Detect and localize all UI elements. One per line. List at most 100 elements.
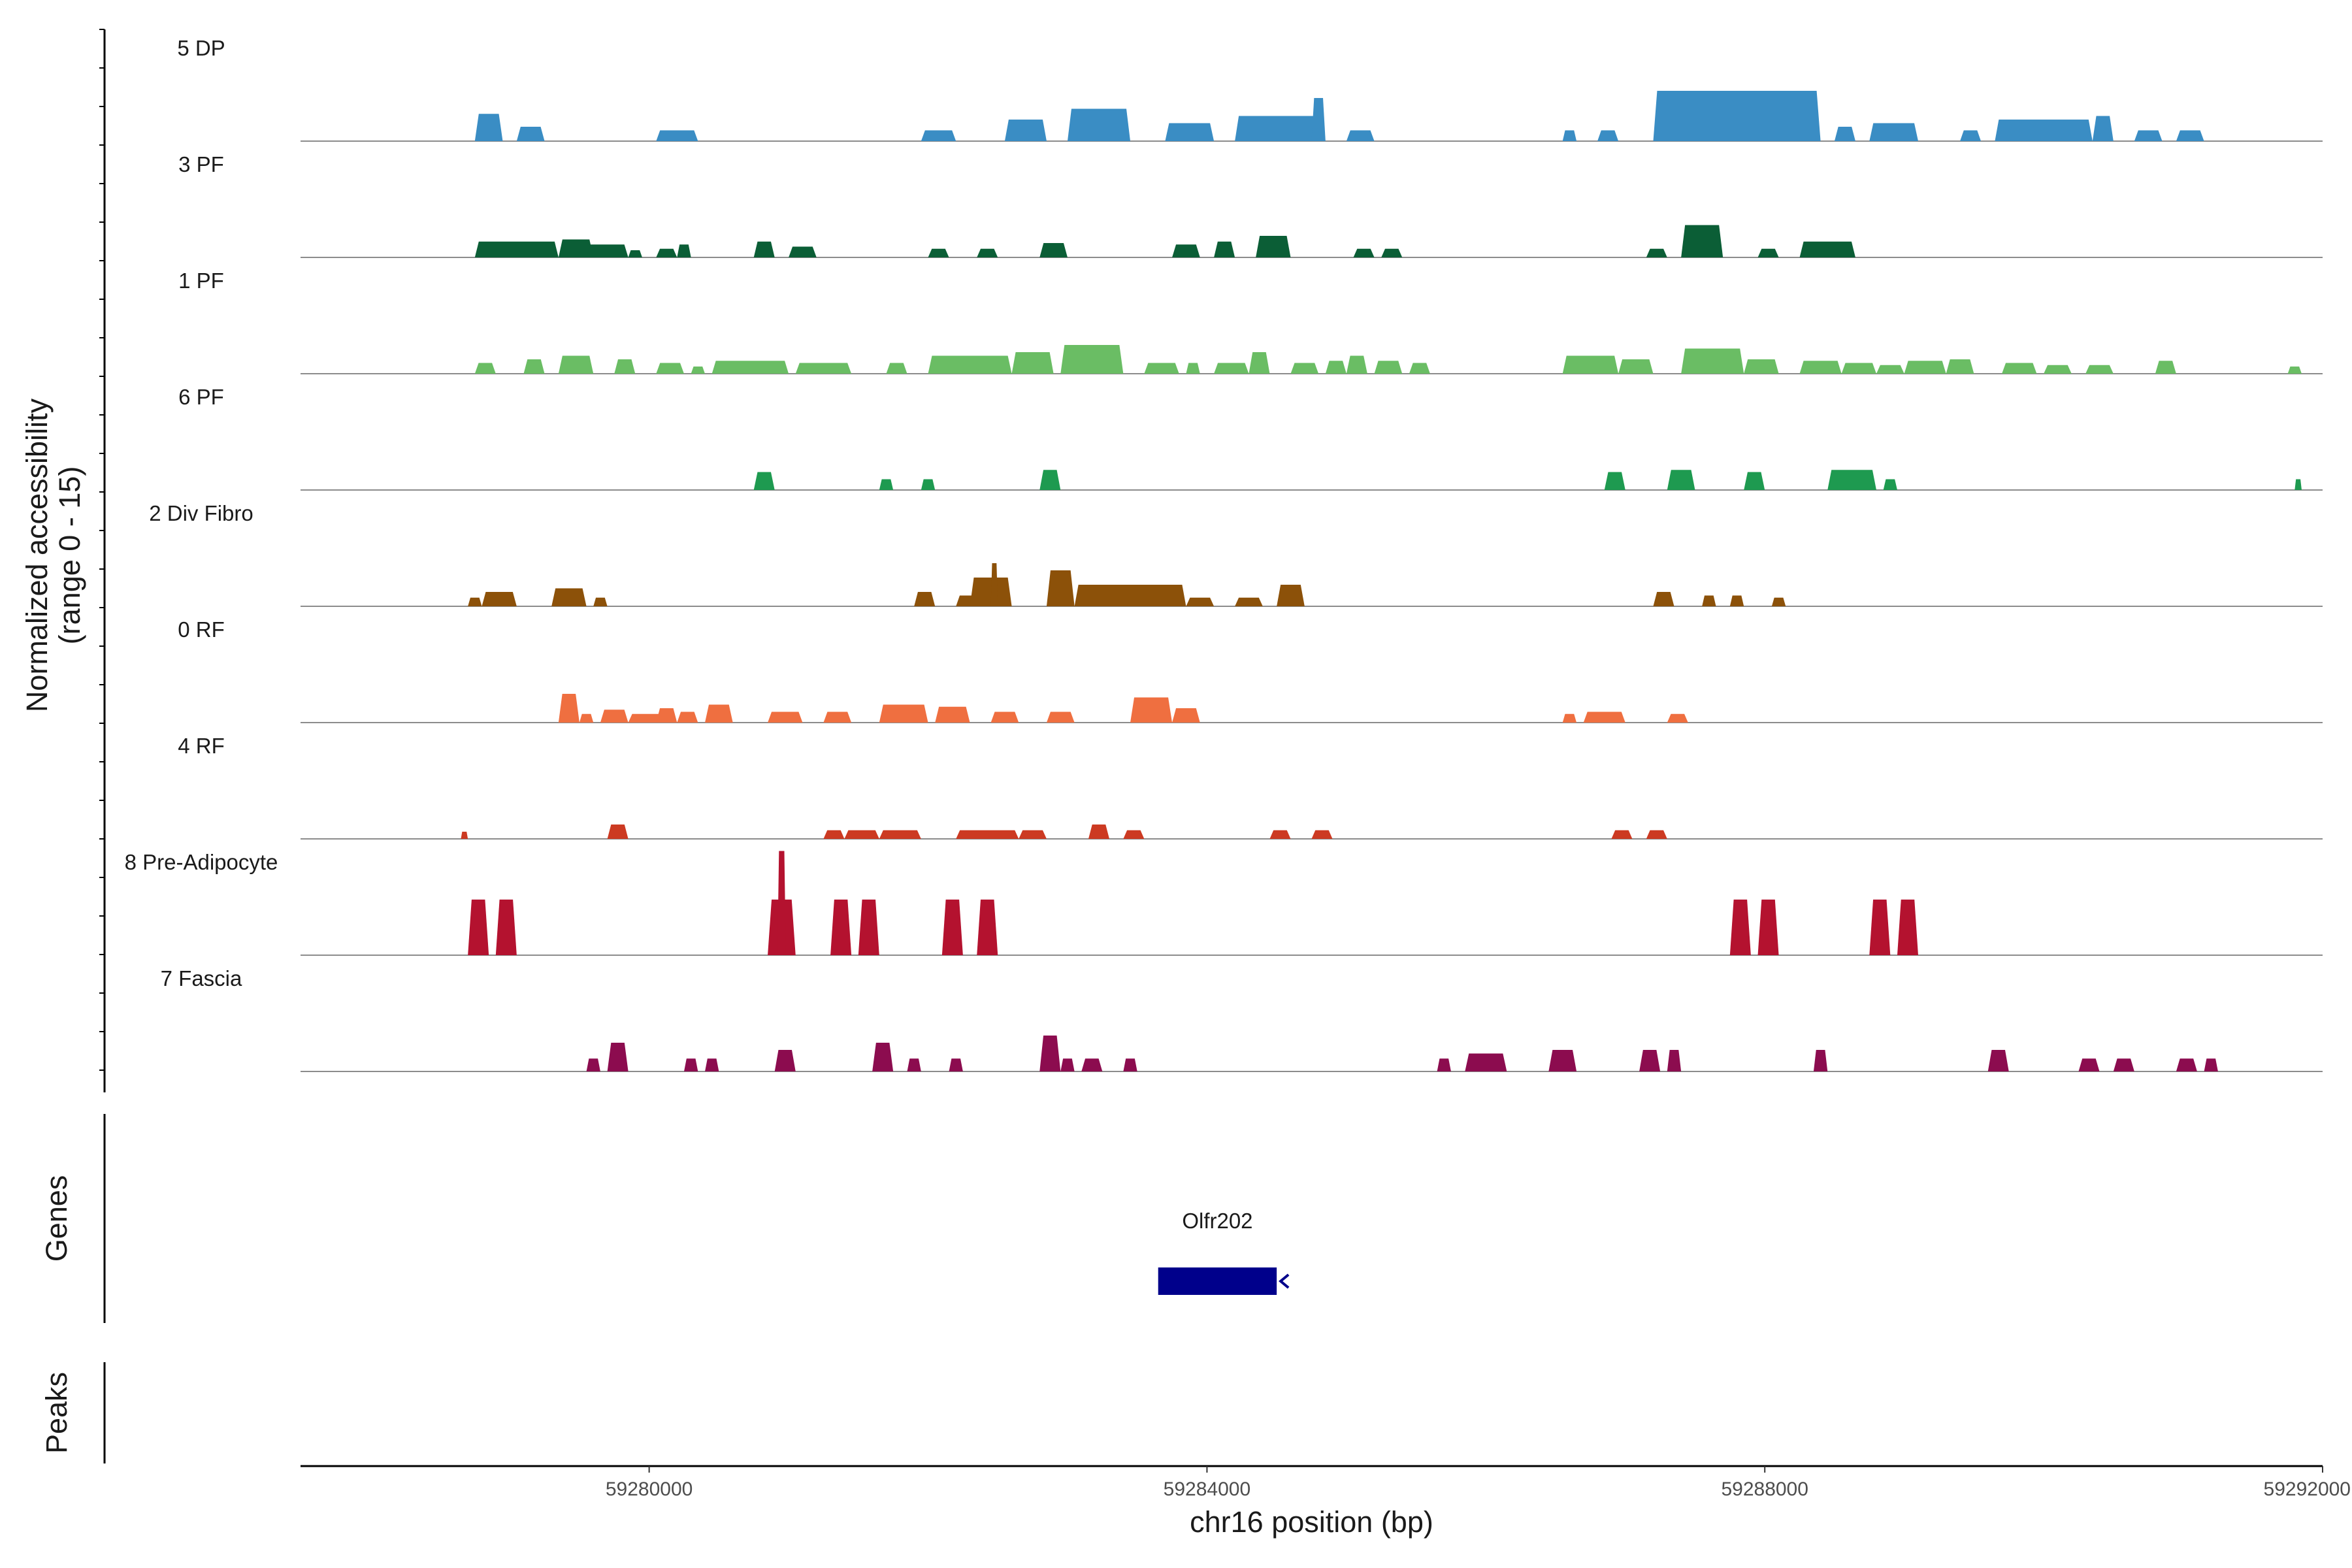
- peak: [656, 708, 678, 723]
- peak: [705, 704, 733, 723]
- peak: [656, 248, 678, 257]
- peak: [1841, 363, 1876, 374]
- peak: [1060, 1058, 1075, 1071]
- peak: [1067, 108, 1131, 141]
- peak: [914, 592, 936, 606]
- peak: [935, 706, 970, 723]
- peak: [1039, 243, 1068, 257]
- peak: [474, 241, 559, 257]
- peak: [844, 830, 879, 839]
- peak: [872, 1043, 894, 1071]
- y-axis-title: Normalized accessibility (range 0 - 15): [20, 398, 86, 712]
- peak: [586, 244, 629, 257]
- peak: [2113, 1058, 2134, 1071]
- peak: [2287, 367, 2302, 374]
- peak: [1729, 595, 1744, 606]
- peak: [1869, 123, 1918, 141]
- peak: [886, 363, 907, 374]
- peak: [1046, 711, 1075, 723]
- peak: [1186, 363, 1200, 374]
- y-axis-title-line: Normalized accessibility: [20, 398, 54, 712]
- peak: [1611, 830, 1633, 839]
- peak: [1235, 597, 1263, 606]
- peak: [789, 246, 817, 257]
- peak: [823, 830, 845, 839]
- peak: [593, 597, 608, 606]
- peak: [879, 830, 921, 839]
- y-axis-title-line: (range 0 - 15): [53, 466, 86, 645]
- track-label: 5 DP: [177, 36, 225, 60]
- peak: [1639, 1050, 1661, 1071]
- peak: [523, 359, 545, 374]
- peak: [1088, 825, 1109, 839]
- track-label: 8 Pre-Adipocyte: [125, 850, 278, 874]
- peak: [1165, 123, 1215, 141]
- peak: [1123, 1058, 1137, 1071]
- peak: [1311, 830, 1333, 839]
- peak: [1374, 361, 1403, 374]
- track-0-rf: 0 RF: [178, 617, 2323, 723]
- peak: [921, 479, 936, 490]
- strand-arrow: [1279, 1273, 1290, 1289]
- track-label: 7 Fascia: [161, 966, 242, 990]
- peak: [656, 130, 698, 141]
- peak: [921, 130, 956, 141]
- peak: [1409, 363, 1430, 374]
- peak: [628, 250, 642, 257]
- track-label: 6 PF: [178, 385, 224, 409]
- peak: [1004, 120, 1047, 141]
- peak: [1562, 130, 1577, 141]
- peak: [1681, 225, 1723, 257]
- peak: [1214, 363, 1249, 374]
- peak: [1353, 248, 1375, 257]
- peak: [977, 899, 998, 955]
- peak: [656, 363, 684, 374]
- peak: [1583, 711, 1625, 723]
- peak: [1827, 470, 1876, 490]
- peak: [1771, 597, 1786, 606]
- peak: [677, 711, 698, 723]
- peak: [1381, 248, 1403, 257]
- peak: [607, 1043, 629, 1071]
- peak: [482, 592, 517, 606]
- peak: [468, 899, 489, 955]
- peak: [2176, 130, 2204, 141]
- peak: [677, 244, 691, 257]
- peak: [1646, 830, 1667, 839]
- peak: [2044, 365, 2072, 374]
- peak: [1744, 359, 1779, 374]
- peak: [1597, 130, 1619, 141]
- peak: [1562, 355, 1619, 374]
- peak: [1235, 116, 1319, 141]
- peak: [558, 239, 594, 257]
- peak: [1311, 98, 1326, 141]
- peak: [558, 355, 594, 374]
- peak: [1876, 365, 1904, 374]
- peak: [474, 363, 496, 374]
- x-tick-label: 59288000: [1721, 1478, 1808, 1500]
- track-label: 3 PF: [178, 152, 224, 176]
- peak: [879, 704, 928, 723]
- peak: [1019, 830, 1047, 839]
- genes-panel-title: Genes: [40, 1175, 73, 1262]
- peak: [1011, 352, 1054, 374]
- peak: [1799, 361, 1842, 374]
- peak: [970, 578, 1012, 606]
- peak: [2155, 361, 2176, 374]
- peak: [1681, 348, 1744, 374]
- track-8-pre-adipocyte: 8 Pre-Adipocyte: [125, 850, 2323, 956]
- peak: [1277, 585, 1305, 606]
- peak: [1883, 479, 1897, 490]
- peak: [1904, 361, 1946, 374]
- peak: [1249, 352, 1270, 374]
- peak: [468, 597, 482, 606]
- peak: [1653, 91, 1821, 141]
- peak: [1437, 1058, 1451, 1071]
- peak: [1081, 1058, 1103, 1071]
- peak: [2002, 363, 2037, 374]
- peak: [1869, 899, 1891, 955]
- peak: [1960, 130, 1982, 141]
- peak: [1667, 470, 1695, 490]
- track-label: 4 RF: [178, 734, 225, 758]
- peak: [705, 1058, 719, 1071]
